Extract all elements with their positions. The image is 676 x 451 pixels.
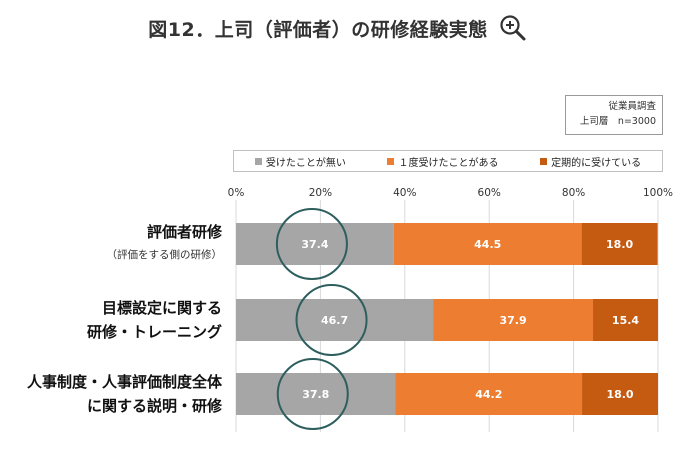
legend-label: 受けたことが無い (265, 157, 346, 169)
category-label: 目標設定に関する研修・トレーニング (87, 296, 222, 344)
legend-swatch (540, 157, 548, 165)
chart-title: 図12．上司（評価者）の研修経験実態 (148, 18, 488, 41)
legend-label: 定期的に受けている (551, 157, 642, 169)
category-label: 人事制度・人事評価制度全体に関する説明・研修 (27, 370, 222, 418)
category-label-line: 研修・トレーニング (86, 323, 222, 341)
data-label: 37.4 (301, 238, 328, 251)
category-label-line: に関する説明・研修 (86, 397, 222, 415)
bar-segment (236, 223, 394, 265)
legend-swatch (254, 157, 262, 165)
legend-item: １度受けたことがある (387, 154, 498, 169)
data-label: 46.7 (321, 314, 348, 327)
chart-title-row: 図12．上司（評価者）の研修経験実態 (0, 12, 676, 44)
zoom-in-icon[interactable] (498, 13, 528, 43)
legend-item: 定期的に受けている (540, 154, 641, 169)
data-label: 44.2 (475, 388, 502, 401)
bar-segment (393, 223, 582, 265)
data-label: 44.5 (474, 238, 501, 251)
x-tick-label: 20% (309, 187, 332, 199)
highlight-circle (275, 208, 348, 280)
source-note-line-1: 従業員調査 (608, 101, 656, 112)
data-label: 18.0 (606, 388, 633, 401)
legend-swatch (387, 157, 395, 165)
category-label-line: 評価者研修 (146, 223, 222, 241)
category-label-line: 人事制度・人事評価制度全体 (26, 373, 222, 391)
source-note-line-2: 上司層 n=3000 (579, 116, 656, 127)
x-tick-label: 100% (643, 187, 673, 199)
category-label: 評価者研修 （評価をする側の研修） (107, 220, 223, 266)
bar-segment (395, 373, 583, 415)
x-tick-label: 40% (393, 187, 416, 199)
category-label-line: 目標設定に関する (101, 299, 222, 317)
bar-segment (582, 373, 658, 415)
bar-segment (236, 373, 396, 415)
x-tick-label: 60% (478, 187, 501, 199)
data-label: 15.4 (612, 314, 639, 327)
category-label-line: （評価をする側の研修） (106, 249, 223, 261)
bar-segment (433, 299, 594, 341)
bar-segment (593, 299, 658, 341)
bar-segment (581, 223, 658, 265)
bar-segment (236, 299, 434, 341)
chart-legend: 受けたことが無い １度受けたことがある 定期的に受けている (233, 150, 663, 172)
highlight-circle (295, 284, 368, 356)
data-label: 37.8 (302, 388, 329, 401)
highlight-circle (276, 358, 349, 430)
source-note: 従業員調査 上司層 n=3000 (565, 95, 663, 135)
x-tick-label: 0% (228, 187, 245, 199)
x-tick-label: 80% (562, 187, 585, 199)
data-label: 37.9 (499, 314, 526, 327)
data-label: 18.0 (606, 238, 633, 251)
legend-item: 受けたことが無い (254, 154, 346, 169)
legend-label: １度受けたことがある (398, 157, 499, 169)
